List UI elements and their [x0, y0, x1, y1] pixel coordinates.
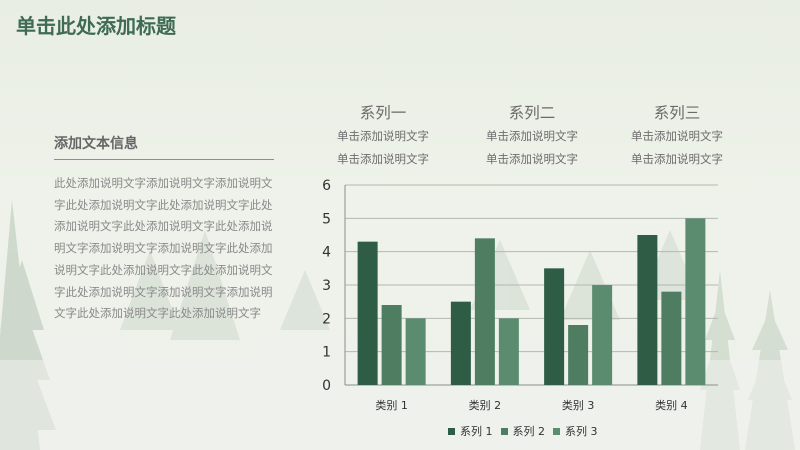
bar-4-series-1: [637, 235, 658, 385]
x-tick-label: 类别 3: [562, 398, 595, 412]
legend-item-series-1: 系列 1: [448, 423, 493, 439]
chart-legend: 系列 1 系列 2 系列 3: [448, 423, 606, 439]
series-caption-title: 系列三: [653, 104, 701, 122]
legend-swatch: [553, 427, 560, 435]
bar-4-series-3: [685, 218, 706, 385]
legend-label: 系列 2: [512, 425, 546, 438]
bar-3-series-1: [544, 268, 565, 385]
series-caption-3: 系列三 单击添加说明文字 单击添加说明文字: [607, 103, 747, 169]
legend-item-series-2: 系列 2: [500, 423, 546, 439]
bar-chart: 0 1 2 3 4 5 6 类别 1 类别 2 类别 3 类别 4: [322, 178, 718, 412]
bar-3-series-2: [568, 325, 589, 385]
series-caption-line: 单击添加说明文字: [337, 152, 429, 166]
y-tick-label: 5: [322, 211, 331, 227]
y-tick-label: 6: [322, 178, 331, 194]
x-tick-label: 类别 2: [469, 398, 502, 412]
legend-swatch: [500, 427, 508, 435]
y-tick-label: 4: [322, 245, 331, 261]
series-caption-title: 系列一: [359, 104, 407, 122]
side-heading: 添加文本信息: [54, 136, 138, 152]
x-tick-label: 类别 1: [375, 398, 408, 412]
legend-swatch: [448, 427, 455, 435]
series-caption-line: 单击添加说明文字: [486, 152, 578, 166]
bar-4-series-2: [661, 291, 682, 385]
series-caption-line: 单击添加说明文字: [337, 129, 429, 143]
bar-1-series-2: [381, 305, 402, 385]
series-caption-line: 单击添加说明文字: [631, 129, 723, 143]
bar-1-series-3: [405, 318, 426, 385]
side-divider: [54, 159, 274, 160]
series-caption-line: 单击添加说明文字: [486, 129, 578, 143]
series-caption-1: 系列一 单击添加说明文字 单击添加说明文字: [313, 103, 453, 169]
slide-title: 单击此处添加标题: [16, 14, 176, 38]
x-tick-label: 类别 4: [655, 398, 688, 412]
bar-3-series-3: [592, 285, 613, 385]
y-tick-label: 0: [322, 378, 331, 394]
bar-2-series-1: [450, 301, 471, 385]
y-tick-label: 1: [322, 345, 331, 361]
y-tick-label: 3: [322, 278, 331, 294]
side-body-text: 此处添加说明文字添加说明文字添加说明文字此处添加说明文字此处添加说明文字此处添加…: [54, 176, 273, 321]
bar-1-series-1: [357, 241, 378, 385]
legend-label: 系列 1: [460, 425, 493, 438]
bar-2-series-3: [498, 318, 519, 385]
series-caption-title: 系列二: [508, 104, 556, 122]
y-tick-label: 2: [322, 311, 331, 327]
series-caption-line: 单击添加说明文字: [631, 152, 723, 166]
series-caption-2: 系列二 单击添加说明文字 单击添加说明文字: [462, 103, 602, 169]
bar-2-series-2: [474, 238, 495, 385]
legend-label: 系列 3: [565, 425, 598, 438]
legend-item-series-3: 系列 3: [553, 423, 598, 439]
